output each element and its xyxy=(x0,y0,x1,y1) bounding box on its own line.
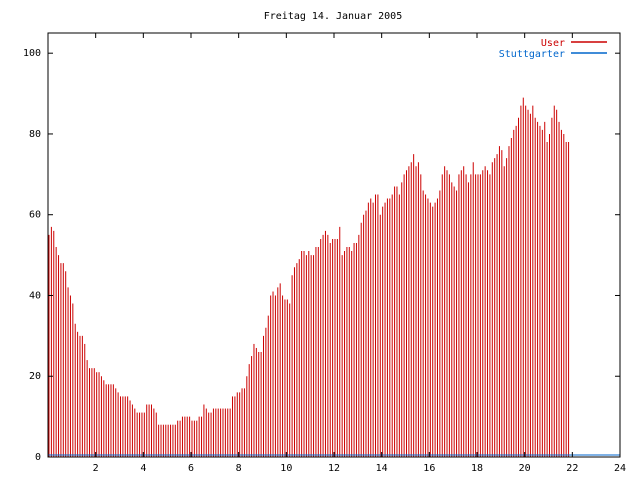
legend: User Stuttgarter xyxy=(499,38,607,60)
x-tick-label: 20 xyxy=(519,463,531,474)
y-tick-label: 40 xyxy=(29,290,41,301)
y-tick-label: 80 xyxy=(29,129,41,140)
legend-label-user: User xyxy=(541,38,565,49)
x-tick-label: 6 xyxy=(188,463,194,474)
x-tick-label: 16 xyxy=(423,463,435,474)
x-tick-label: 22 xyxy=(566,463,578,474)
x-tick-label: 24 xyxy=(614,463,626,474)
y-tick-label: 0 xyxy=(35,452,41,463)
x-tick-label: 4 xyxy=(140,463,146,474)
plot-frame xyxy=(47,32,621,458)
x-tick-label: 18 xyxy=(471,463,483,474)
bar-series-user xyxy=(48,97,570,457)
y-tick-label: 100 xyxy=(23,48,41,59)
x-tick-label: 8 xyxy=(236,463,242,474)
x-tick-label: 2 xyxy=(93,463,99,474)
chart-title: Freitag 14. Januar 2005 xyxy=(264,11,402,22)
x-tick-label: 14 xyxy=(376,463,388,474)
x-tick-label: 10 xyxy=(280,463,292,474)
y-tick-label: 60 xyxy=(29,210,41,221)
legend-label-stuttgarter: Stuttgarter xyxy=(499,49,565,60)
x-tick-label: 12 xyxy=(328,463,340,474)
y-tick-label: 20 xyxy=(29,371,41,382)
